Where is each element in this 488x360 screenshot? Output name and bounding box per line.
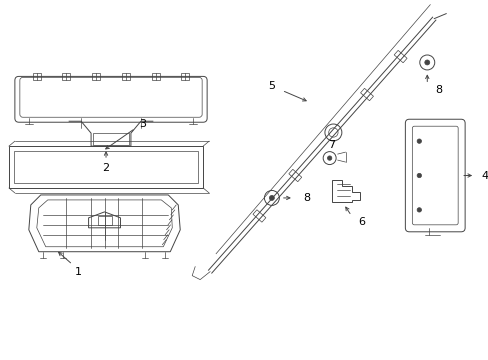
Bar	[181, 73, 189, 80]
Circle shape	[269, 195, 274, 201]
Text: 6: 6	[357, 217, 364, 227]
Bar	[122, 73, 129, 80]
Bar	[62, 73, 70, 80]
Text: 2: 2	[102, 163, 109, 173]
Text: 1: 1	[75, 267, 82, 276]
Circle shape	[327, 156, 331, 160]
Circle shape	[424, 60, 429, 65]
Text: 5: 5	[268, 81, 275, 91]
Bar	[151, 73, 159, 80]
Bar	[93, 133, 129, 145]
Bar	[33, 73, 41, 80]
Text: 7: 7	[327, 140, 335, 150]
Bar	[14, 151, 198, 183]
Bar	[97, 216, 111, 225]
Bar	[92, 73, 100, 80]
Circle shape	[416, 173, 421, 178]
Text: 4: 4	[481, 171, 488, 180]
Bar	[9, 146, 203, 188]
Text: 8: 8	[435, 85, 442, 95]
Circle shape	[416, 139, 421, 143]
Text: 8: 8	[303, 193, 310, 203]
Circle shape	[416, 208, 421, 212]
Text: 3: 3	[139, 119, 145, 129]
